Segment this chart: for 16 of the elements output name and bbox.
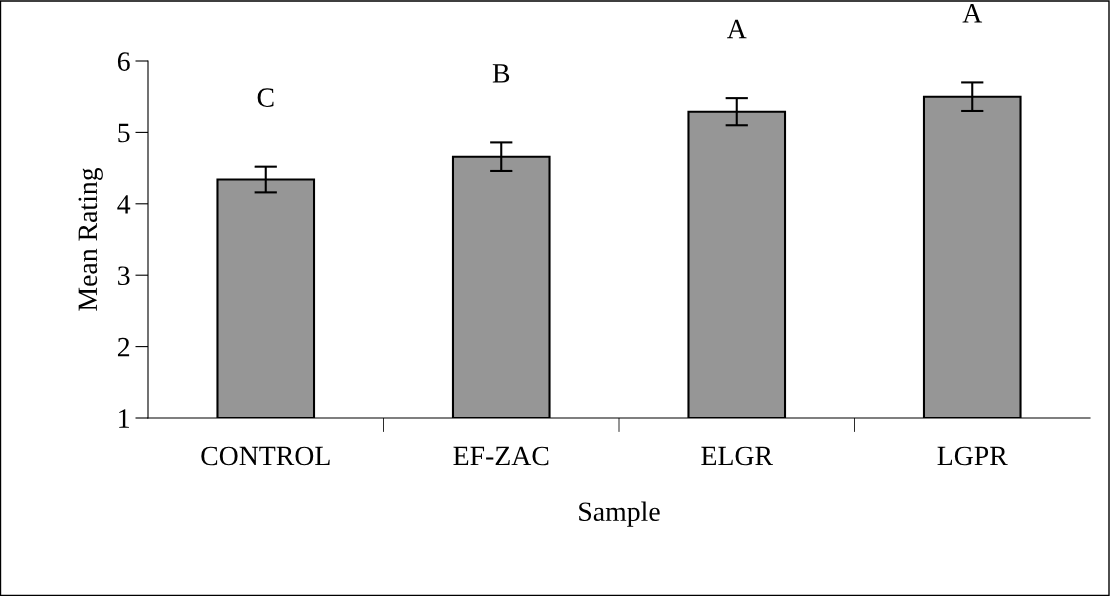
annotation: B	[492, 64, 510, 83]
x-tick-label: CONTROL	[201, 446, 330, 466]
y-tick-label: 2	[117, 337, 130, 357]
y-tick-label: 6	[117, 52, 130, 71]
x-tick-label: LGPR	[937, 446, 1008, 466]
text: A	[726, 19, 747, 39]
text: A	[962, 4, 983, 23]
annotation: C	[257, 88, 274, 107]
x-tick-label: EF-ZAC	[453, 446, 549, 466]
x-tick-label: ELGR	[701, 446, 773, 466]
y-tick-label: 1	[119, 409, 129, 428]
y-axis-title: Mean Rating	[78, 167, 103, 311]
y-tick-label: 4	[117, 195, 131, 214]
x-axis-title: Sample	[579, 501, 660, 527]
y-tick-label: 5	[118, 123, 130, 143]
y-tick-label: 3	[118, 266, 130, 286]
